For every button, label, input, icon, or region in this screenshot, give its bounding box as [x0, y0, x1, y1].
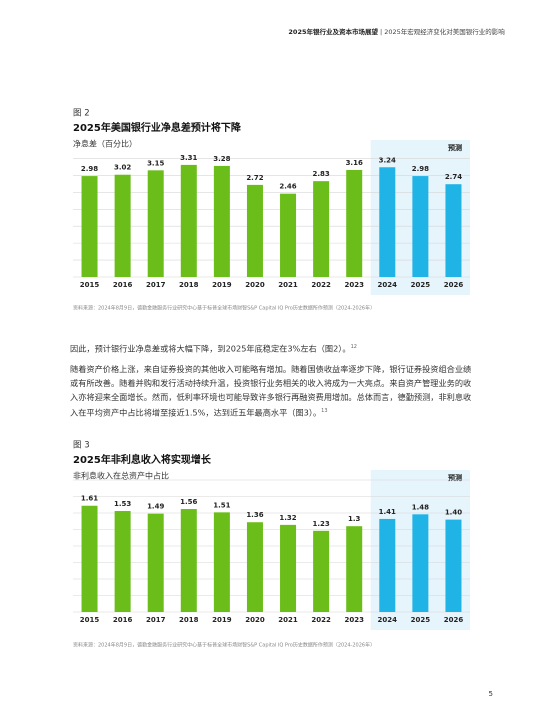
bar	[81, 505, 98, 612]
data-label: 1.53	[114, 500, 131, 508]
source-note: 资料来源：2024年8月9日，德勤金融服务行业研究中心基于标普全球市场财智S&P…	[73, 305, 375, 312]
x-tick-label: 2017	[146, 616, 166, 624]
bar	[180, 164, 197, 277]
data-label: 1.32	[279, 514, 296, 522]
bar	[246, 184, 263, 277]
bar	[114, 511, 131, 612]
bar	[246, 522, 263, 612]
x-tick-label: 2015	[80, 281, 100, 289]
bar	[147, 170, 164, 277]
data-label: 1.36	[246, 511, 263, 519]
x-tick-label: 2018	[179, 616, 199, 624]
report-title: 2025年银行业及资本市场展望	[288, 27, 378, 36]
x-tick-label: 2023	[344, 616, 364, 624]
x-tick-label: 2022	[311, 281, 331, 289]
x-tick-label: 2024	[378, 616, 398, 624]
bar	[213, 165, 230, 277]
paragraph: 随着资产价格上涨，来自证券投资的其他收入可能略有增加。随着国债收益率逐步下降，银…	[70, 362, 472, 420]
chart-title: 2025年美国银行业净息差预计将下降	[73, 121, 242, 134]
page-number: 5	[489, 690, 493, 698]
data-label: 3.02	[114, 164, 131, 172]
bar	[213, 512, 230, 612]
x-tick-label: 2019	[212, 281, 232, 289]
bar	[313, 530, 330, 612]
x-tick-label: 2026	[444, 281, 464, 289]
x-tick-label: 2021	[278, 616, 298, 624]
source-note: 资料来源：2024年8月9日，德勤金融服务行业研究中心基于标普全球市场财智S&P…	[73, 642, 375, 649]
bar	[280, 524, 297, 612]
x-tick-label: 2019	[212, 616, 232, 624]
x-tick-label: 2018	[179, 281, 199, 289]
bar	[280, 193, 297, 277]
data-label: 1.48	[412, 503, 429, 511]
bar	[412, 514, 429, 612]
data-label: 1.56	[180, 498, 197, 506]
bar	[412, 176, 429, 277]
x-tick-label: 2020	[245, 616, 265, 624]
bar	[445, 184, 462, 277]
x-tick-label: 2015	[80, 616, 100, 624]
data-label: 2.98	[81, 165, 98, 173]
data-label: 3.24	[379, 156, 396, 164]
data-label: 2.46	[279, 183, 296, 191]
paragraph-text: 因此，预计银行业净息差或将大幅下降，到2025年底稳定在3%左右（图2）。	[70, 343, 351, 354]
data-label: 1.40	[445, 509, 462, 517]
x-tick-label: 2026	[444, 616, 464, 624]
forecast-label: 预测	[448, 143, 462, 152]
bar	[379, 518, 396, 612]
x-tick-label: 2016	[113, 616, 133, 624]
bar	[445, 519, 462, 612]
x-tick-label: 2020	[245, 281, 265, 289]
data-label: 2.72	[246, 174, 263, 182]
data-label: 3.16	[346, 159, 363, 167]
data-label: 1.41	[379, 508, 396, 516]
chart-subtitle: 非利息收入在总资产中占比	[73, 471, 169, 481]
x-tick-label: 2024	[378, 281, 398, 289]
bar	[81, 176, 98, 277]
paragraph-text: 随着资产价格上涨，来自证券投资的其他收入可能略有增加。随着国债收益率逐步下降，银…	[70, 364, 472, 418]
x-tick-label: 2023	[344, 281, 364, 289]
x-tick-label: 2022	[311, 616, 331, 624]
data-label: 1.23	[312, 520, 329, 528]
bar	[180, 509, 197, 612]
data-label: 2.83	[312, 170, 329, 178]
footnote-ref: 12	[350, 344, 357, 350]
figure-label: 图 3	[73, 441, 90, 451]
data-label: 3.28	[213, 155, 230, 163]
x-tick-label: 2025	[411, 281, 431, 289]
bar	[313, 181, 330, 277]
x-tick-label: 2016	[113, 281, 133, 289]
data-label: 1.61	[81, 495, 98, 503]
bar	[147, 513, 164, 612]
data-label: 3.31	[180, 154, 197, 162]
x-tick-label: 2017	[146, 281, 166, 289]
figure-label: 图 2	[73, 109, 90, 119]
data-label: 1.3	[348, 515, 361, 523]
bar	[114, 174, 131, 277]
paragraph: 因此，预计银行业净息差或将大幅下降，到2025年底稳定在3%左右（图2）。12	[70, 340, 472, 356]
data-label: 1.51	[213, 501, 230, 509]
bar	[346, 169, 363, 277]
x-tick-label: 2021	[278, 281, 298, 289]
data-label: 1.49	[147, 503, 164, 511]
bar	[346, 526, 363, 612]
data-label: 3.15	[147, 159, 164, 167]
section-title: | 2025年宏观经济变化对美国银行业的影响	[380, 27, 505, 36]
footnote-ref: 13	[321, 408, 328, 414]
chart-title: 2025年非利息收入将实现增长	[73, 453, 212, 466]
forecast-label: 预测	[448, 473, 462, 482]
x-tick-label: 2025	[411, 616, 431, 624]
bar	[379, 167, 396, 277]
data-label: 2.74	[445, 173, 462, 181]
data-label: 2.98	[412, 165, 429, 173]
chart-subtitle: 净息差（百分比）	[73, 139, 137, 149]
